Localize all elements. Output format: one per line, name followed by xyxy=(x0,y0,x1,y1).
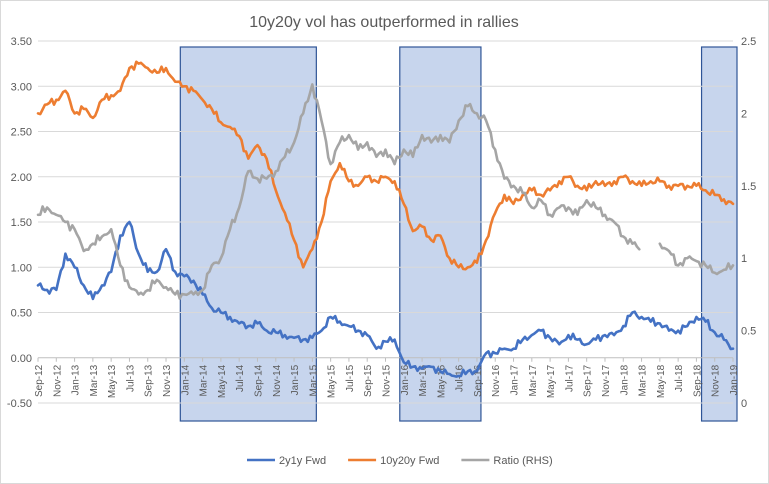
gridlines xyxy=(38,40,733,404)
x-tick-label: Sep-12 xyxy=(34,364,45,397)
left-tick-label: 0.50 xyxy=(11,308,32,320)
legend: 2y1y Fwd 10y20y Fwd Ratio (RHS) xyxy=(247,455,553,467)
legend-label: 2y1y Fwd xyxy=(279,455,326,467)
x-tick-label: Sep-14 xyxy=(253,364,264,397)
x-tick-label: Jan-14 xyxy=(180,364,191,395)
x-tick-label: Sep-15 xyxy=(363,364,374,397)
x-tick-label: May-16 xyxy=(436,364,447,398)
x-tick-label: Jul-18 xyxy=(674,364,685,392)
x-tick-label: Jul-17 xyxy=(564,364,575,392)
x-tick-label: May-14 xyxy=(217,364,228,398)
x-tick-label: Mar-14 xyxy=(199,364,210,396)
series-line xyxy=(36,83,641,300)
shaded-period xyxy=(700,46,738,422)
legend-label: Ratio (RHS) xyxy=(493,455,552,467)
x-tick-label: Mar-17 xyxy=(528,364,539,396)
x-tick-label: May-15 xyxy=(327,364,338,398)
legend-label: 10y20y Fwd xyxy=(380,455,439,467)
left-tick-label: 3.50 xyxy=(11,36,32,48)
x-tick-label: Nov-13 xyxy=(162,364,173,397)
x-tick-label: Jan-16 xyxy=(400,364,411,395)
left-tick-label: 0.00 xyxy=(11,353,32,365)
x-tick-label: Nov-15 xyxy=(382,364,393,397)
x-tick-label: Jul-16 xyxy=(455,364,466,392)
left-tick-label: 2.50 xyxy=(11,127,32,139)
right-tick-label: 0 xyxy=(741,398,747,410)
x-tick-label: Nov-18 xyxy=(711,364,722,397)
x-tick-label: Nov-12 xyxy=(52,364,63,397)
x-tick-label: Sep-13 xyxy=(144,364,155,397)
x-tick-label: Jan-15 xyxy=(290,364,301,395)
right-tick-label: 1.5 xyxy=(741,181,756,193)
x-tick-label: Nov-17 xyxy=(601,364,612,397)
x-tick-label: Jan-13 xyxy=(71,364,82,395)
x-tick-label: Jan-18 xyxy=(619,364,630,395)
x-tick-label: May-18 xyxy=(656,364,667,398)
x-tick-label: Jan-17 xyxy=(510,364,521,395)
left-tick-label: 1.50 xyxy=(11,217,32,229)
right-tick-label: 2.5 xyxy=(741,36,756,48)
x-tick-label: Mar-16 xyxy=(418,364,429,396)
series-line xyxy=(36,220,735,378)
right-tick-label: 1 xyxy=(741,253,747,265)
left-axis: -0.50 0.00 0.50 1.00 1.50 2.00 2.50 3.00 3.50 xyxy=(7,36,32,410)
left-tick-label: 3.00 xyxy=(11,81,32,93)
x-tick-label: Jul-14 xyxy=(235,364,246,392)
right-tick-label: 2 xyxy=(741,108,747,120)
x-tick-label: Mar-13 xyxy=(89,364,100,396)
series-line xyxy=(658,242,735,276)
x-tick-label: Sep-17 xyxy=(583,364,594,397)
left-tick-label: -0.50 xyxy=(7,398,32,410)
x-axis: Sep-12 Nov-12 Jan-13 Mar-13 May-13 Jul-13 Sep-… xyxy=(34,357,740,398)
x-tick-label: Jan-19 xyxy=(729,364,740,395)
right-tick-label: 0.5 xyxy=(741,326,756,338)
x-tick-label: Mar-15 xyxy=(308,364,319,396)
x-tick-label: Sep-18 xyxy=(692,364,703,397)
x-tick-label: Jul-13 xyxy=(125,364,136,392)
x-tick-label: Jul-15 xyxy=(345,364,356,392)
left-tick-label: 2.00 xyxy=(11,172,32,184)
right-axis: 0 0.5 1 1.5 2 2.5 xyxy=(741,36,756,410)
x-tick-label: Sep-16 xyxy=(473,364,484,397)
x-tick-label: Nov-14 xyxy=(272,364,283,397)
x-tick-label: May-13 xyxy=(107,364,118,398)
x-tick-label: Mar-18 xyxy=(638,364,649,396)
x-tick-label: Nov-16 xyxy=(491,364,502,397)
left-tick-label: 1.00 xyxy=(11,262,32,274)
chart-title: 10y20y vol has outperformed in rallies xyxy=(249,14,518,31)
x-tick-label: May-17 xyxy=(546,364,557,398)
series-line xyxy=(36,60,735,271)
series-lines xyxy=(36,60,735,378)
